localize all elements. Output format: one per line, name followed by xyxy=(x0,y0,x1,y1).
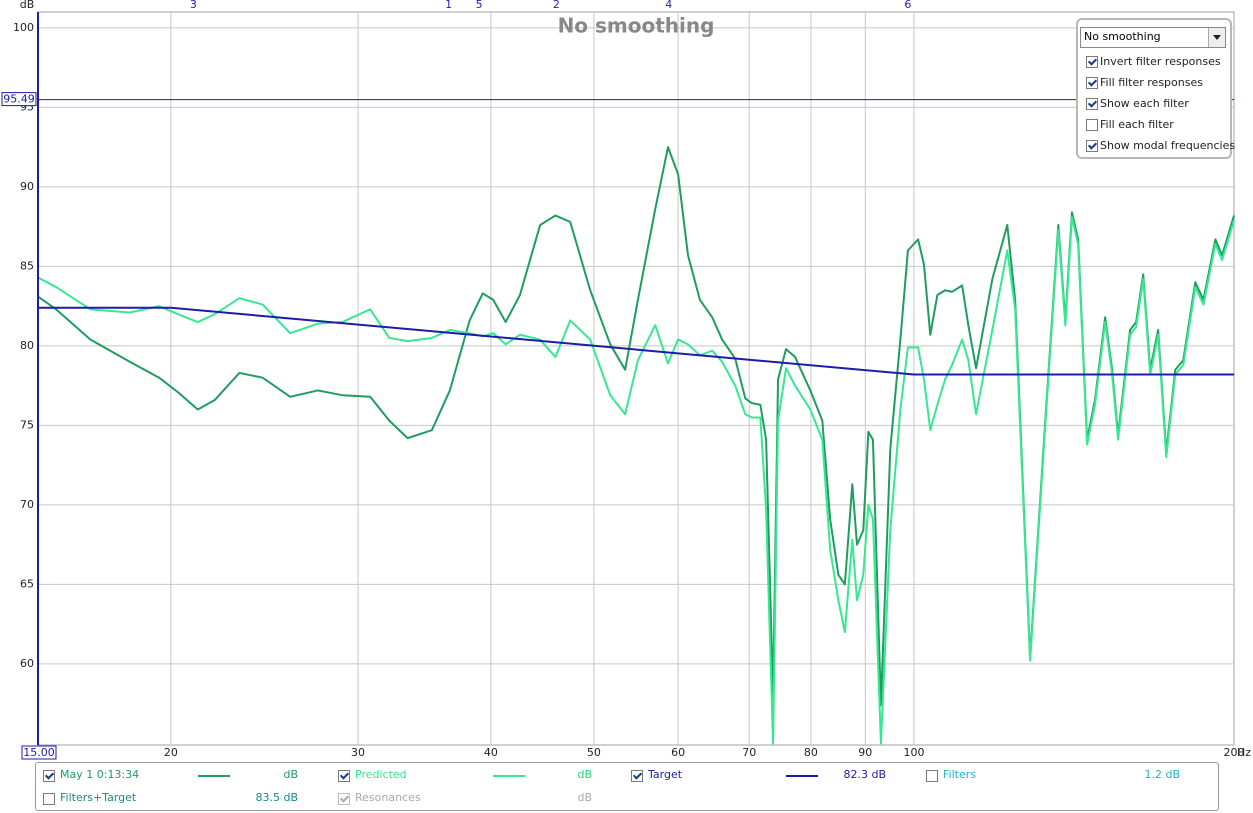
x-tick-label: 30 xyxy=(351,746,365,759)
legend-readout: 83.5 dB xyxy=(255,791,298,804)
y-tick-label: 85 xyxy=(20,259,34,272)
legend-name: Filters+Target xyxy=(60,791,137,804)
y-tick-label: 65 xyxy=(20,577,34,590)
plot-area xyxy=(37,11,1235,746)
modal-frequency-label: 3 xyxy=(190,0,197,11)
checkbox[interactable] xyxy=(1086,140,1098,152)
checkbox[interactable] xyxy=(1086,119,1098,131)
y-tick-label: 60 xyxy=(20,657,34,670)
legend-checkbox[interactable] xyxy=(338,793,350,805)
legend-checkbox[interactable] xyxy=(43,793,55,805)
chart-title: No smoothing xyxy=(558,14,715,38)
y-tick-label: 70 xyxy=(20,498,34,511)
x-tick-label: 200 xyxy=(1224,746,1245,759)
x-tick-label: 40 xyxy=(484,746,498,759)
checkbox[interactable] xyxy=(1086,98,1098,110)
legend-readout: 1.2 dB xyxy=(1144,768,1180,781)
legend-swatch xyxy=(198,775,230,777)
cursor-y-label: 95.49 xyxy=(3,93,35,106)
checkbox[interactable] xyxy=(1086,77,1098,89)
series-line xyxy=(38,306,1234,376)
dropdown-button[interactable] xyxy=(1208,28,1225,47)
smoothing-dropdown[interactable]: No smoothing xyxy=(1080,27,1226,48)
dropdown-text: No smoothing xyxy=(1084,30,1161,43)
legend-name: Filters xyxy=(943,768,976,781)
legend: May 1 0:13:34 dB Predicted dB Target 82.3 dB F… xyxy=(35,762,1219,811)
modal-frequency-label: 1 xyxy=(445,0,452,11)
x-tick-label: 100 xyxy=(903,746,924,759)
cursor-box xyxy=(21,745,57,760)
y-tick-label: 90 xyxy=(20,180,34,193)
x-tick-label: 90 xyxy=(858,746,872,759)
legend-name: Predicted xyxy=(355,768,407,781)
option-label: Fill filter responses xyxy=(1100,76,1203,89)
legend-checkbox[interactable] xyxy=(43,770,55,782)
option-label: Fill each filter xyxy=(1100,118,1174,131)
cursor-box xyxy=(1,92,37,107)
legend-checkbox[interactable] xyxy=(926,770,938,782)
modal-frequency-label: 2 xyxy=(553,0,560,11)
legend-name: May 1 0:13:34 xyxy=(60,768,140,781)
modal-frequency-label: 5 xyxy=(476,0,483,11)
legend-checkbox[interactable] xyxy=(338,770,350,782)
y-tick-label: 80 xyxy=(20,339,34,352)
x-tick-label: 60 xyxy=(671,746,685,759)
cursor-x-label: 15.00 xyxy=(23,746,55,759)
legend-readout: dB xyxy=(577,768,592,781)
legend-readout: dB xyxy=(577,791,592,804)
legend-readout: dB xyxy=(283,768,298,781)
legend-name: Resonances xyxy=(355,791,421,804)
x-tick-label: 70 xyxy=(742,746,756,759)
x-tick-label: 50 xyxy=(587,746,601,759)
y-axis-label: dB xyxy=(20,0,35,11)
modal-frequency-label: 4 xyxy=(665,0,672,11)
option-label: Show modal frequencies xyxy=(1100,139,1236,152)
option-label: Show each filter xyxy=(1100,97,1189,110)
x-axis-label: Hz xyxy=(1237,746,1251,759)
modal-frequency-label: 6 xyxy=(904,0,911,11)
option-label: Invert filter responses xyxy=(1100,55,1221,68)
checkbox[interactable] xyxy=(1086,56,1098,68)
legend-name: Target xyxy=(648,768,683,781)
x-tick-label: 20 xyxy=(164,746,178,759)
legend-checkbox[interactable] xyxy=(631,770,643,782)
x-tick-label: 80 xyxy=(804,746,818,759)
y-tick-label: 75 xyxy=(20,418,34,431)
y-tick-label: 100 xyxy=(13,21,34,34)
legend-readout: 82.3 dB xyxy=(843,768,886,781)
legend-swatch xyxy=(786,775,818,777)
series-line xyxy=(37,216,1235,745)
legend-swatch xyxy=(493,775,525,777)
